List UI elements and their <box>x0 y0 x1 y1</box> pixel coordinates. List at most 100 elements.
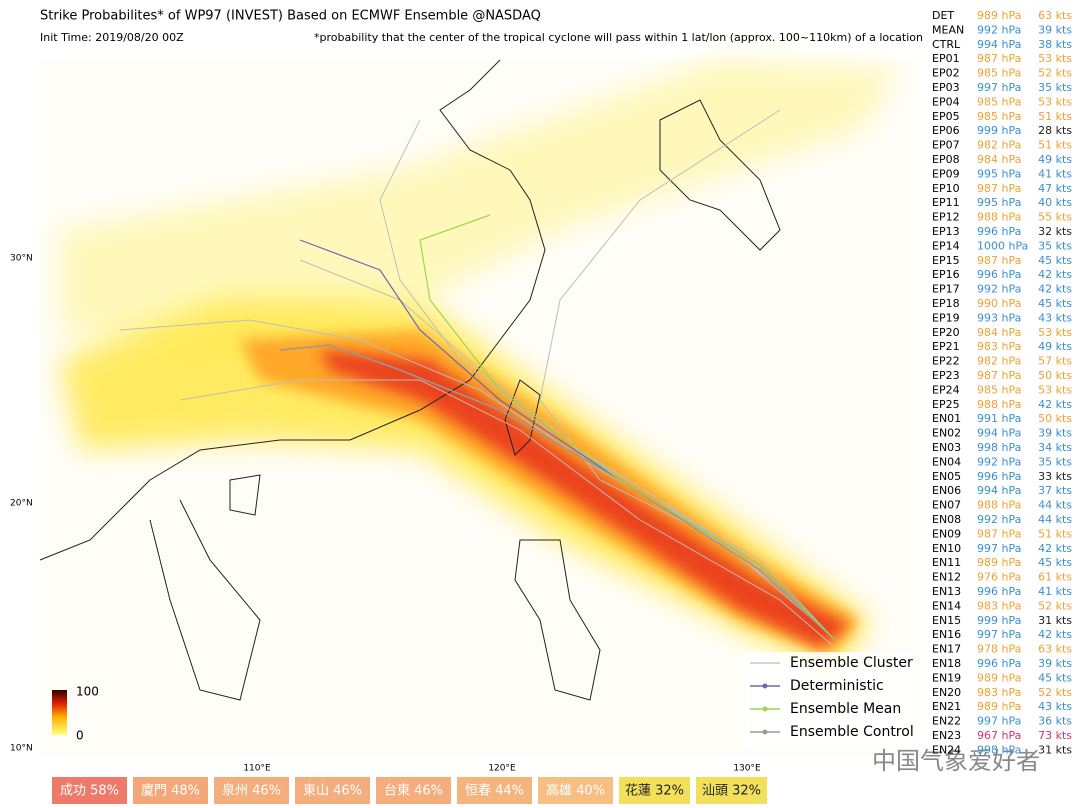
member-name: EP10 <box>932 182 960 195</box>
city-box <box>295 777 370 804</box>
member-wind: 39 kts <box>1038 427 1072 440</box>
member-pressure: 992 hPa <box>977 513 1021 526</box>
member-name: EN10 <box>932 542 961 555</box>
member-name: EN16 <box>932 628 961 641</box>
member-wind: 45 kts <box>1038 297 1072 310</box>
city-label: 花蓮 32% <box>625 783 684 799</box>
member-name: EP22 <box>932 355 960 368</box>
member-pressure: 988 hPa <box>977 398 1021 411</box>
city-box <box>538 777 613 804</box>
member-wind: 61 kts <box>1038 571 1072 584</box>
member-pressure: 994 hPa <box>977 38 1021 51</box>
legend-box <box>745 652 915 747</box>
member-name: EP17 <box>932 283 960 296</box>
member-wind: 42 kts <box>1038 283 1072 296</box>
member-wind: 41 kts <box>1038 167 1072 180</box>
member-wind: 37 kts <box>1038 484 1072 497</box>
member-wind: 41 kts <box>1038 585 1072 598</box>
member-name: EP05 <box>932 110 960 123</box>
ensemble-tracks <box>119 109 836 646</box>
member-name: EP12 <box>932 211 960 224</box>
member-wind: 49 kts <box>1038 340 1072 353</box>
member-wind: 44 kts <box>1038 499 1072 512</box>
city-label: 廈門 48% <box>141 783 200 799</box>
member-pressure: 994 hPa <box>977 484 1021 497</box>
member-pressure: 999 hPa <box>977 124 1021 137</box>
member-wind: 36 kts <box>1038 715 1072 728</box>
watermark: 中国气象爱好者 <box>872 747 1040 775</box>
city-box <box>376 777 451 804</box>
member-wind: 33 kts <box>1038 470 1072 483</box>
city-box <box>457 777 532 804</box>
member-pressure: 984 hPa <box>977 153 1021 166</box>
member-pressure: 987 hPa <box>977 52 1021 65</box>
member-pressure: 982 hPa <box>977 139 1021 152</box>
member-pressure: 989 hPa <box>977 700 1021 713</box>
member-wind: 42 kts <box>1038 398 1072 411</box>
member-wind: 53 kts <box>1038 52 1072 65</box>
member-pressure: 983 hPa <box>977 686 1021 699</box>
member-wind: 73 kts <box>1038 729 1072 742</box>
legend-dot <box>762 706 768 712</box>
lat-label: 20°N <box>10 499 33 509</box>
member-pressure: 982 hPa <box>977 355 1021 368</box>
member-name: EP20 <box>932 326 960 339</box>
member-name: EN04 <box>932 455 961 468</box>
member-name: EN13 <box>932 585 961 598</box>
member-name: EP07 <box>932 139 960 152</box>
member-pressure: 985 hPa <box>977 67 1021 80</box>
mean-track <box>419 214 836 641</box>
member-pressure: 999 hPa <box>977 614 1021 627</box>
member-name: EN18 <box>932 657 961 670</box>
lon-label: 110°E <box>243 764 271 774</box>
member-wind: 45 kts <box>1038 556 1072 569</box>
member-pressure: 985 hPa <box>977 110 1021 123</box>
city-box <box>52 777 127 804</box>
member-pressure: 983 hPa <box>977 340 1021 353</box>
city-box <box>214 777 289 804</box>
lon-label: 120°E <box>488 764 516 774</box>
member-pressure: 976 hPa <box>977 571 1021 584</box>
member-name: EP03 <box>932 81 960 94</box>
member-pressure: 996 hPa <box>977 585 1021 598</box>
member-wind: 40 kts <box>1038 196 1072 209</box>
member-pressure: 983 hPa <box>977 599 1021 612</box>
member-name: EN05 <box>932 470 961 483</box>
member-name: EN03 <box>932 441 961 454</box>
note: *probability that the center of the trop… <box>314 31 923 44</box>
title: Strike Probabilites* of WP97 (INVEST) Ba… <box>40 9 541 24</box>
member-name: EP02 <box>932 67 960 80</box>
member-name: EP06 <box>932 124 960 137</box>
legend-dot <box>762 729 768 735</box>
member-wind: 50 kts <box>1038 369 1072 382</box>
member-name: EN14 <box>932 599 961 612</box>
member-pressure: 997 hPa <box>977 628 1021 641</box>
member-pressure: 996 hPa <box>977 470 1021 483</box>
member-name: EN20 <box>932 686 961 699</box>
member-name: EN17 <box>932 643 961 656</box>
member-name: EP25 <box>932 398 960 411</box>
member-name: EP16 <box>932 268 960 281</box>
member-pressure: 989 hPa <box>977 671 1021 684</box>
member-name: EP21 <box>932 340 960 353</box>
member-name: EP24 <box>932 383 960 396</box>
member-pressure: 996 hPa <box>977 225 1021 238</box>
city-box <box>133 777 208 804</box>
city-box <box>696 777 767 804</box>
member-wind: 51 kts <box>1038 139 1072 152</box>
member-pressure: 988 hPa <box>977 499 1021 512</box>
member-wind: 39 kts <box>1038 657 1072 670</box>
member-wind: 50 kts <box>1038 412 1072 425</box>
member-wind: 35 kts <box>1038 81 1072 94</box>
colorbar-min: 0 <box>76 729 84 743</box>
member-name: EP08 <box>932 153 960 166</box>
member-pressure: 984 hPa <box>977 326 1021 339</box>
member-wind: 63 kts <box>1038 643 1072 656</box>
member-pressure: 995 hPa <box>977 167 1021 180</box>
colorbar <box>52 690 67 735</box>
coastlines <box>39 59 781 701</box>
member-wind: 44 kts <box>1038 513 1072 526</box>
city-label: 成功 58% <box>60 784 119 799</box>
legend-dot <box>762 683 768 689</box>
member-pressure: 989 hPa <box>977 9 1021 22</box>
